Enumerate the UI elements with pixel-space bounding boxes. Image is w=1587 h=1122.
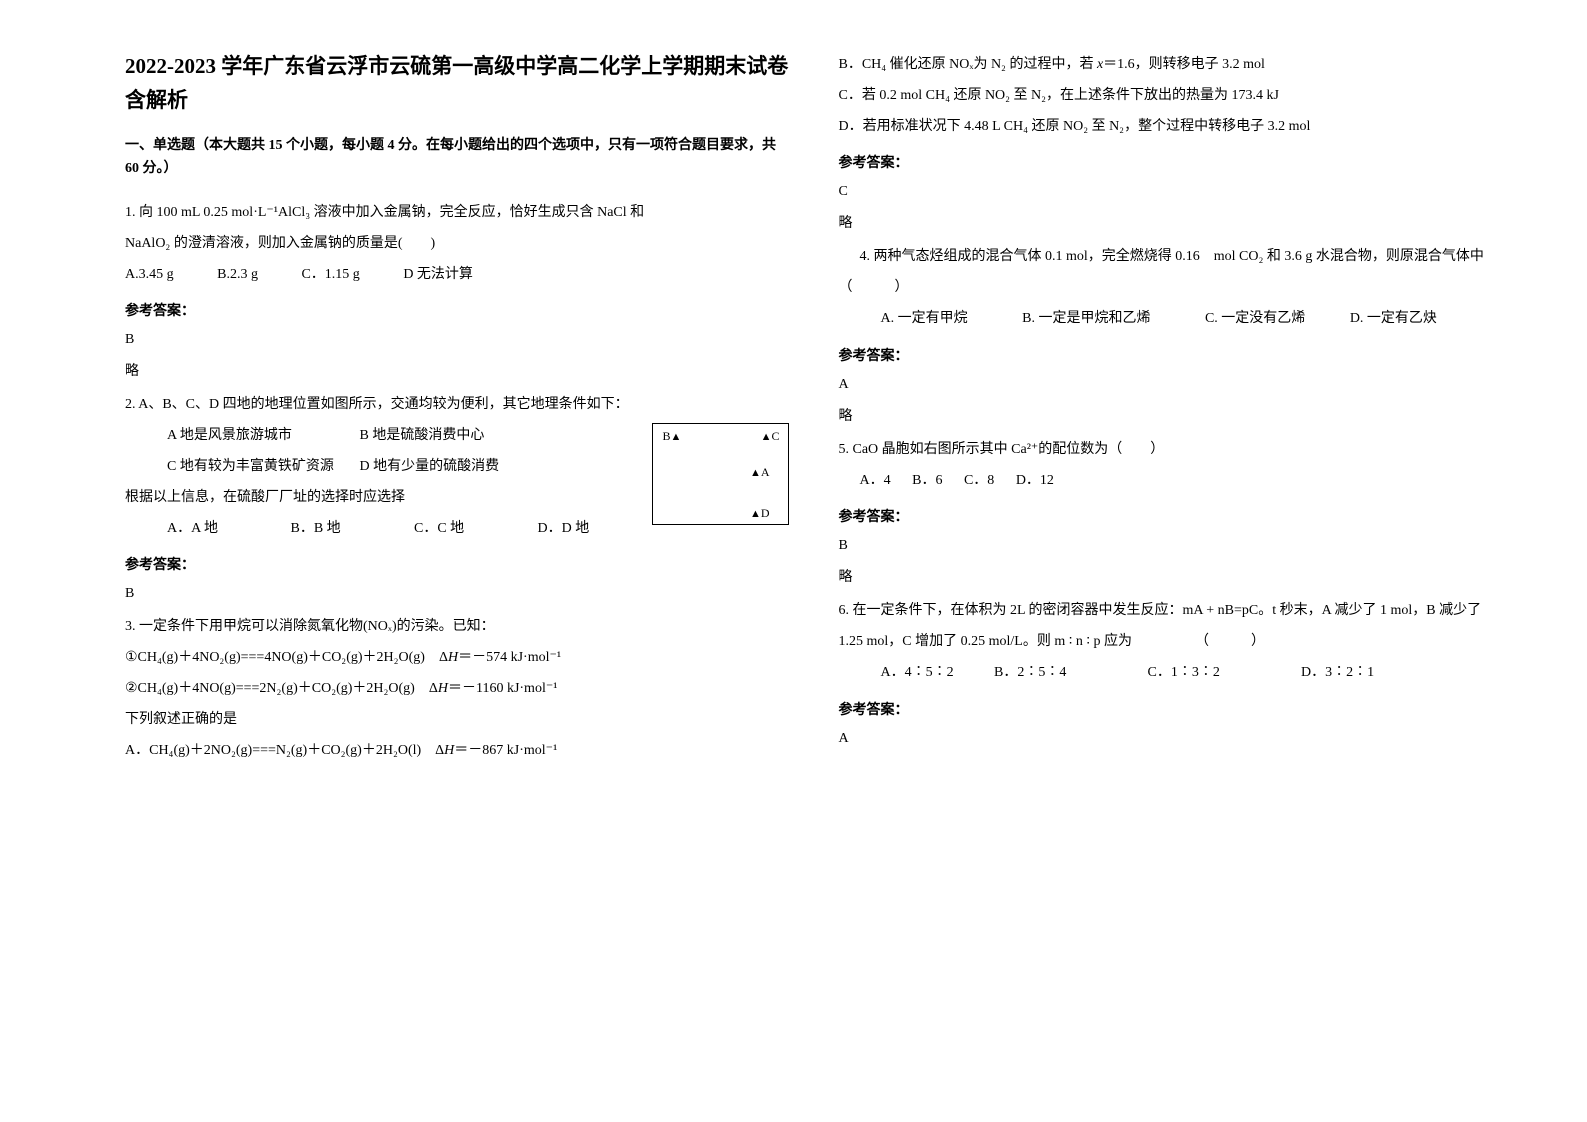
q3-option-a: A．CH₄(g)＋2NO₂(g)===N₂(g)＋CO₂(g)＋2H₂O(l) … bbox=[125, 736, 789, 767]
q2-option-d: D．D 地 bbox=[517, 514, 637, 545]
diagram-point-d: ▲D bbox=[750, 507, 770, 520]
q4-option-a: A. 一定有甲烷 bbox=[860, 304, 968, 335]
q4-text: 4. 两种气态烃组成的混合气体 0.1 mol，完全燃烧得 0.16 mol C… bbox=[839, 242, 1503, 304]
q2-answer: B bbox=[125, 580, 789, 608]
q4-options: A. 一定有甲烷 B. 一定是甲烷和乙烯 C. 一定没有乙烯 D. 一定有乙炔 bbox=[839, 304, 1503, 335]
exam-page: 2022-2023 学年广东省云浮市云硫第一高级中学高二化学上学期期末试卷含解析… bbox=[0, 0, 1587, 1122]
q1-option-d: D 无法计算 bbox=[403, 260, 473, 291]
q4-option-c: C. 一定没有乙烯 bbox=[1184, 304, 1305, 335]
q3-option-d: D．若用标准状况下 4.48 L CH₄ 还原 NO₂ 至 N₂，整个过程中转移… bbox=[839, 112, 1503, 143]
question-6: 6. 在一定条件下，在体积为 2L 的密闭容器中发生反应：mA + nB=pC。… bbox=[839, 596, 1503, 688]
q2-text-line1: 2. A、B、C、D 四地的地理位置如图所示，交通均较为便利，其它地理条件如下： bbox=[125, 390, 789, 421]
q6-option-d: D．3∶2∶1 bbox=[1280, 658, 1374, 689]
q5-answer: B bbox=[839, 532, 1503, 560]
q1-option-c: C．1.15 g bbox=[301, 260, 359, 291]
q3-option-b: B．CH₄ 催化还原 NOₓ为 N₂ 的过程中，若 x＝1.6，则转移电子 3.… bbox=[839, 50, 1503, 81]
q3-text-line1: 3. 一定条件下用甲烷可以消除氮氧化物(NOₓ)的污染。已知： bbox=[125, 612, 789, 643]
q2-answer-label: 参考答案： bbox=[125, 552, 789, 580]
q6-option-b: B．2∶5∶4 bbox=[973, 658, 1123, 689]
q1-option-b: B.2.3 g bbox=[217, 260, 258, 291]
q2-diagram: B▲ ▲C ▲A ▲D bbox=[652, 423, 789, 525]
q3-eq2: ②CH₄(g)＋4NO(g)===2N₂(g)＋CO₂(g)＋2H₂O(g) Δ… bbox=[125, 674, 789, 705]
q3-option-c: C．若 0.2 mol CH₄ 还原 NO₂ 至 N₂，在上述条件下放出的热量为… bbox=[839, 81, 1503, 112]
q4-answer-label: 参考答案： bbox=[839, 343, 1503, 371]
question-4: 4. 两种气态烃组成的混合气体 0.1 mol，完全燃烧得 0.16 mol C… bbox=[839, 242, 1503, 334]
q2-option-a: A．A 地 bbox=[146, 514, 266, 545]
q5-option-a: A．4 bbox=[860, 473, 891, 488]
q1-answer: B bbox=[125, 326, 789, 354]
left-column: 2022-2023 学年广东省云浮市云硫第一高级中学高二化学上学期期末试卷含解析… bbox=[100, 50, 814, 1092]
diagram-point-b: B▲ bbox=[663, 430, 682, 443]
q3-text-line4: 下列叙述正确的是 bbox=[125, 705, 789, 736]
diagram-point-a: ▲A bbox=[750, 466, 770, 479]
right-column: B．CH₄ 催化还原 NOₓ为 N₂ 的过程中，若 x＝1.6，则转移电子 3.… bbox=[814, 50, 1528, 1092]
q1-text-line1: 1. 向 100 mL 0.25 mol·L⁻¹AlCl₃ 溶液中加入金属钠，完… bbox=[125, 198, 789, 229]
q6-option-a: A．4∶5∶2 bbox=[860, 658, 970, 689]
q1-answer-extra: 略 bbox=[125, 358, 789, 386]
q5-option-b: B．6 bbox=[912, 473, 942, 488]
q2-cond-a: A 地是风景旅游城市 bbox=[146, 421, 356, 452]
q2-cond-c: C 地有较为丰富黄铁矿资源 bbox=[146, 452, 356, 483]
exam-title: 2022-2023 学年广东省云浮市云硫第一高级中学高二化学上学期期末试卷含解析 bbox=[125, 50, 789, 117]
q3-answer-label: 参考答案： bbox=[839, 150, 1503, 178]
question-3: 3. 一定条件下用甲烷可以消除氮氧化物(NOₓ)的污染。已知： ①CH₄(g)＋… bbox=[125, 612, 789, 766]
section-1-header: 一、单选题（本大题共 15 个小题，每小题 4 分。在每小题给出的四个选项中，只… bbox=[125, 135, 789, 180]
q2-option-b: B．B 地 bbox=[270, 514, 390, 545]
q6-answer-label: 参考答案： bbox=[839, 697, 1503, 725]
q2-cond-b: B 地是硫酸消费中心 bbox=[360, 428, 485, 443]
diagram-point-c: ▲C bbox=[761, 430, 780, 443]
q3-eq1: ①CH₄(g)＋4NO₂(g)===4NO(g)＋CO₂(g)＋2H₂O(g) … bbox=[125, 643, 789, 674]
q6-options: A．4∶5∶2 B．2∶5∶4 C．1∶3∶2 D．3∶2∶1 bbox=[839, 658, 1503, 689]
q5-answer-label: 参考答案： bbox=[839, 504, 1503, 532]
q3-answer-extra: 略 bbox=[839, 210, 1503, 238]
q5-options: A．4 B．6 C．8 D．12 bbox=[839, 466, 1503, 497]
q6-answer: A bbox=[839, 725, 1503, 753]
q5-text: 5. CaO 晶胞如右图所示其中 Ca²⁺的配位数为（ ） bbox=[839, 435, 1503, 466]
q6-text: 6. 在一定条件下，在体积为 2L 的密闭容器中发生反应：mA + nB=pC。… bbox=[839, 596, 1503, 658]
q1-options: A.3.45 g B.2.3 g C．1.15 g D 无法计算 bbox=[125, 260, 789, 291]
q4-answer-extra: 略 bbox=[839, 403, 1503, 431]
q5-option-c: C．8 bbox=[964, 473, 994, 488]
question-5: 5. CaO 晶胞如右图所示其中 Ca²⁺的配位数为（ ） A．4 B．6 C．… bbox=[839, 435, 1503, 497]
q3-answer: C bbox=[839, 178, 1503, 206]
question-2: 2. A、B、C、D 四地的地理位置如图所示，交通均较为便利，其它地理条件如下：… bbox=[125, 390, 789, 544]
q4-option-b: B. 一定是甲烷和乙烯 bbox=[1001, 304, 1150, 335]
q4-answer: A bbox=[839, 371, 1503, 399]
q5-answer-extra: 略 bbox=[839, 564, 1503, 592]
q1-text-line2: NaAlO₂ 的澄清溶液，则加入金属钠的质量是( ) bbox=[125, 229, 789, 260]
q4-option-d: D. 一定有乙炔 bbox=[1329, 304, 1437, 335]
q1-option-a: A.3.45 g bbox=[125, 260, 174, 291]
q1-answer-label: 参考答案： bbox=[125, 298, 789, 326]
q2-cond-d: D 地有少量的硫酸消费 bbox=[360, 459, 500, 474]
q2-option-c: C．C 地 bbox=[393, 514, 513, 545]
question-1: 1. 向 100 mL 0.25 mol·L⁻¹AlCl₃ 溶液中加入金属钠，完… bbox=[125, 198, 789, 290]
q5-option-d: D．12 bbox=[1016, 473, 1054, 488]
q6-option-c: C．1∶3∶2 bbox=[1127, 658, 1277, 689]
